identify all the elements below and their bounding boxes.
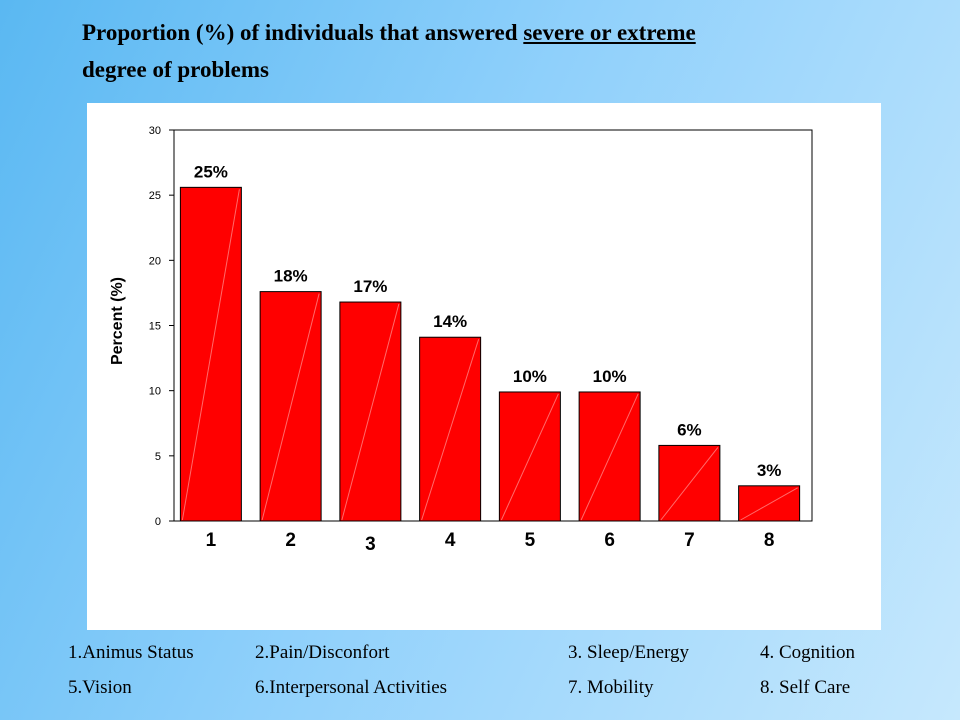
- legend-item-6: 6.Interpersonal Activities: [255, 677, 448, 698]
- legend-item-1: 1.Animus Status: [68, 642, 194, 663]
- bar-shine-3: [341, 303, 400, 521]
- data-label-1: 25%: [194, 162, 228, 181]
- data-label-8: 3%: [757, 461, 782, 480]
- legend-item-7: 7. Mobility: [568, 677, 654, 698]
- data-label-6: 10%: [593, 367, 627, 386]
- x-tick-label-3: 3: [365, 534, 376, 555]
- y-tick-label-20: 20: [149, 255, 161, 267]
- title-line1-underlined: severe or extreme: [523, 20, 696, 45]
- bar-chart: 0 5 10 15 20 25 30 Percent (%) 25% 1 18% 2 17% 3 14% 4 1…: [109, 125, 813, 555]
- y-tick-label-25: 25: [149, 190, 161, 202]
- y-tick-label-10: 10: [149, 386, 161, 398]
- y-axis-label: Percent (%): [109, 277, 126, 365]
- y-tick-label-30: 30: [149, 125, 161, 137]
- title-line2: degree of problems: [82, 57, 269, 82]
- chart-panel: 0 5 10 15 20 25 30 Percent (%) 25% 1 18% 2 17% 3 14% 4 1…: [87, 103, 881, 630]
- bar-shine-6: [580, 393, 639, 521]
- x-tick-label-4: 4: [445, 530, 456, 551]
- data-label-5: 10%: [513, 367, 547, 386]
- x-tick-label-5: 5: [525, 530, 536, 551]
- y-tick-label-15: 15: [149, 321, 161, 333]
- legend-item-4: 4. Cognition: [760, 642, 856, 663]
- x-tick-label-7: 7: [684, 530, 695, 551]
- data-label-4: 14%: [433, 312, 467, 331]
- data-label-2: 18%: [274, 267, 308, 286]
- y-tick-label-5: 5: [155, 451, 161, 463]
- legend-item-3: 3. Sleep/Energy: [568, 642, 690, 663]
- legend-item-8: 8. Self Care: [760, 677, 851, 698]
- bar-shine-8: [740, 487, 798, 521]
- y-tick-label-0: 0: [155, 516, 161, 528]
- x-tick-label-2: 2: [285, 530, 296, 551]
- x-tick-label-8: 8: [764, 530, 775, 551]
- data-label-7: 6%: [677, 420, 702, 439]
- bar-shine-7: [660, 447, 719, 521]
- bar-shine-1: [181, 189, 240, 521]
- bar-shine-5: [500, 393, 559, 521]
- bar-shine-2: [261, 293, 320, 521]
- x-tick-label-1: 1: [206, 530, 217, 551]
- legend-item-2: 2.Pain/Disconfort: [255, 642, 390, 663]
- title-line1-prefix: Proportion (%) of individuals that answe…: [82, 20, 524, 45]
- legend-item-5: 5.Vision: [68, 677, 132, 698]
- bar-shine-4: [421, 339, 480, 521]
- x-tick-label-6: 6: [604, 530, 615, 551]
- data-label-3: 17%: [353, 277, 387, 296]
- chart-title: Proportion (%) of individuals that answe…: [82, 14, 882, 88]
